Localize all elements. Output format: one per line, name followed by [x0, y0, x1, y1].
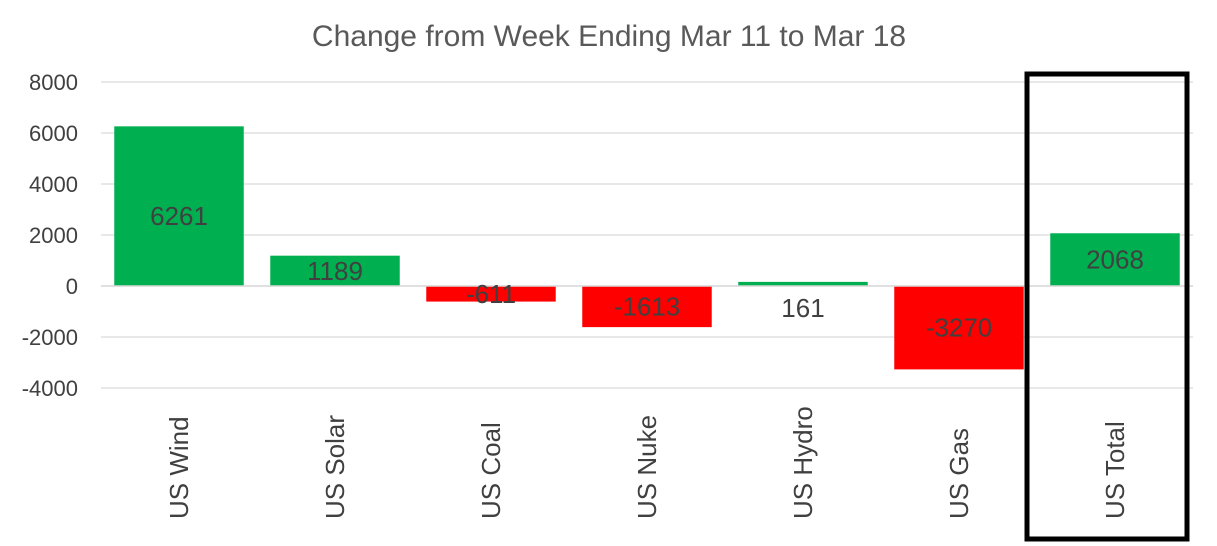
y-tick-label: 8000 — [29, 70, 78, 95]
bar-us-gas — [894, 286, 1024, 370]
data-label-us-nuke: -1613 — [614, 292, 681, 322]
category-label-us-gas: US Gas — [944, 428, 974, 519]
y-axis-ticks: 8000 6000 4000 2000 0 -2000 -4000 — [22, 70, 78, 401]
y-tick-label: 0 — [66, 274, 78, 299]
y-tick-label: 2000 — [29, 223, 78, 248]
data-label-us-gas: -3270 — [926, 313, 993, 343]
category-labels: US Wind US Solar US Coal US Nuke US Hydro US … — [164, 406, 1130, 519]
data-label-us-coal: -611 — [466, 279, 516, 309]
y-tick-label: -2000 — [22, 325, 78, 350]
bar-us-nuke — [582, 286, 712, 328]
highlight-box — [1024, 71, 1190, 542]
category-label-us-hydro: US Hydro — [788, 406, 818, 519]
data-label-us-solar: 1189 — [307, 256, 363, 286]
category-label-us-coal: US Coal — [476, 422, 506, 519]
bars — [114, 126, 1180, 370]
bar-us-total — [1050, 233, 1180, 286]
category-label-us-total: US Total — [1100, 421, 1130, 519]
y-tick-label: 6000 — [29, 121, 78, 146]
bar-us-coal — [426, 286, 556, 302]
y-tick-label: 4000 — [29, 172, 78, 197]
data-label-us-total: 2068 — [1086, 245, 1144, 275]
y-tick-label: -4000 — [22, 376, 78, 401]
category-label-us-nuke: US Nuke — [632, 415, 662, 519]
category-label-us-solar: US Solar — [320, 415, 350, 519]
category-label-us-wind: US Wind — [164, 416, 194, 519]
data-label-us-hydro: 161 — [781, 293, 824, 323]
chart-title: Change from Week Ending Mar 11 to Mar 18 — [312, 20, 906, 53]
bar-us-hydro — [738, 281, 868, 286]
data-label-us-wind: 6261 — [150, 201, 208, 231]
bar-us-wind — [114, 126, 244, 286]
bar-us-solar — [270, 255, 400, 286]
data-labels: 6261 1189 -611 -1613 161 -3270 2068 — [150, 201, 1144, 343]
